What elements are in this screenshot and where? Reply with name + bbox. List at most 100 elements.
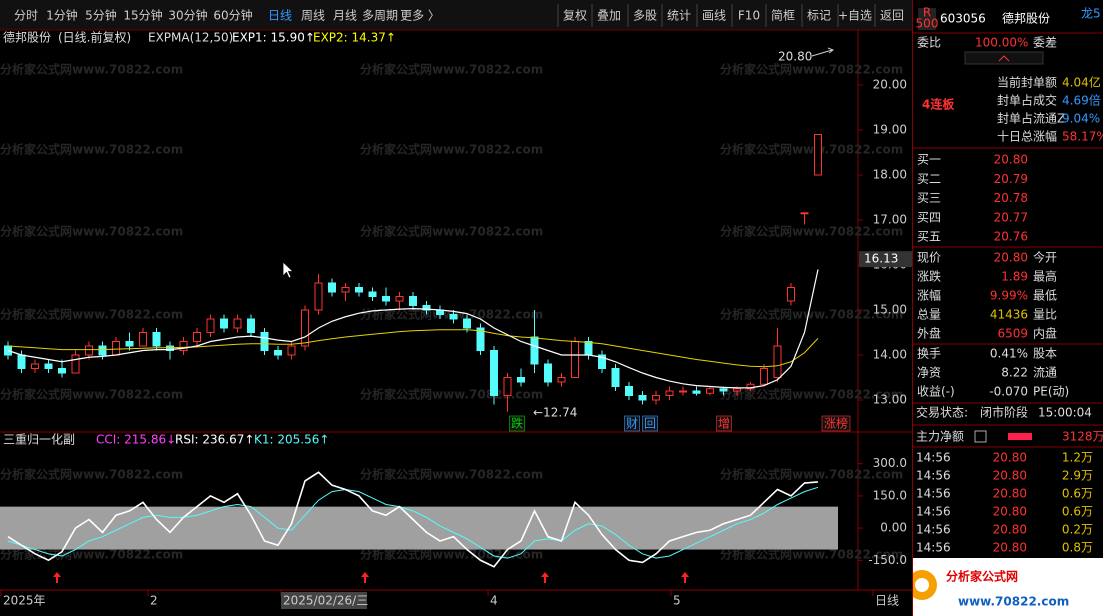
toolbar-button[interactable]: 返回 bbox=[880, 9, 904, 23]
candle-body bbox=[220, 318, 228, 329]
toolbar: 分时 1分钟 5分钟 15分钟 30分钟 60分钟 日线 周线 月线 多周期 更多 〉 复权 叠加 多股统… bbox=[14, 4, 904, 27]
quote-label: 净资 bbox=[917, 366, 941, 380]
candle-body bbox=[638, 395, 647, 401]
watermark: 分析家公式网www.70822.com bbox=[0, 224, 183, 239]
period-tab[interactable]: 15分钟 bbox=[123, 8, 162, 23]
candle-body bbox=[814, 134, 822, 176]
quote-value: -0.070 bbox=[989, 385, 1028, 399]
toolbar-button[interactable]: 画线 bbox=[702, 9, 726, 23]
buy-label: 买四 bbox=[917, 210, 941, 224]
candle-body bbox=[706, 388, 714, 394]
tick-time: 14:56 bbox=[916, 487, 951, 501]
period-tab[interactable]: 1分钟 bbox=[46, 8, 78, 23]
candle-body bbox=[598, 354, 606, 369]
period-tab[interactable]: 30分钟 bbox=[168, 8, 207, 23]
y-tick-label: 13.00 bbox=[873, 393, 907, 407]
toolbar-button[interactable]: 多股 bbox=[633, 9, 657, 23]
period-tab[interactable]: 60分钟 bbox=[213, 8, 252, 23]
watermark: 分析家公式网www.70822.com bbox=[0, 142, 183, 157]
period-tab[interactable]: 5分钟 bbox=[85, 8, 117, 23]
toolbar-button[interactable]: 标记 bbox=[807, 9, 831, 23]
collapse-button[interactable] bbox=[964, 51, 1044, 65]
main-net-bar bbox=[1008, 433, 1032, 440]
candle-body bbox=[517, 377, 525, 383]
candle-body bbox=[490, 350, 498, 396]
candle-body bbox=[679, 390, 687, 393]
main-net: 3128万 bbox=[1062, 430, 1103, 444]
watermark: 分析家公式网www.70822.com bbox=[360, 467, 543, 482]
candle-body bbox=[287, 345, 296, 356]
cursor-price: 16.13 bbox=[864, 252, 898, 266]
quote-label: 外盘 bbox=[917, 326, 941, 341]
period-tab[interactable]: 多周期 bbox=[362, 9, 398, 23]
chart-mode: (日线.前复权) bbox=[58, 30, 131, 45]
tick-price: 20.80 bbox=[993, 487, 1027, 501]
tick-time: 14:56 bbox=[916, 505, 951, 519]
rank: 龙5 bbox=[1081, 7, 1101, 21]
watermark: 分析家公式网www.70822.com bbox=[0, 467, 183, 482]
quote-label: 股本 bbox=[1033, 347, 1057, 361]
period-tab[interactable]: 周线 bbox=[301, 9, 325, 23]
quote-label: 涨跌 bbox=[917, 269, 941, 284]
status-time: 15:00:04 bbox=[1038, 406, 1092, 420]
candle-body bbox=[733, 388, 741, 392]
buy-price: 20.79 bbox=[994, 172, 1028, 186]
toolbar-button[interactable]: 叠加 bbox=[597, 9, 621, 23]
toolbar-button[interactable]: 统计 bbox=[667, 9, 691, 23]
cyan-line bbox=[7, 486, 819, 559]
toolbar-button[interactable]: F10 bbox=[738, 9, 760, 23]
weibi: 100.00% bbox=[975, 36, 1028, 50]
badge: 500 bbox=[916, 17, 939, 31]
quote-value: 6509 bbox=[997, 327, 1028, 341]
status: 闭市阶段 bbox=[980, 405, 1028, 420]
date-label: 2 bbox=[150, 594, 158, 608]
streak: 4连板 bbox=[922, 97, 955, 112]
signal-arrows bbox=[53, 572, 689, 583]
period-tab[interactable]: 月线 bbox=[333, 9, 357, 23]
quote-label: 流通 bbox=[1033, 366, 1057, 380]
watermark: 分析家公式网www.70822.com bbox=[360, 387, 543, 402]
watermark: 分析家公式网www.70822.com bbox=[720, 142, 903, 157]
toolbar-bg bbox=[0, 0, 912, 30]
candle-body bbox=[31, 363, 39, 369]
candle-body bbox=[112, 341, 120, 356]
tick-price: 20.80 bbox=[993, 523, 1027, 537]
toolbar-button[interactable]: 简框 bbox=[771, 9, 795, 23]
stock-code: 603056 bbox=[940, 12, 986, 26]
watermark: 分析家公式网www.70822.com bbox=[720, 224, 903, 239]
seal-label: 封单占成交 bbox=[997, 93, 1057, 108]
period-tab[interactable]: 更多 〉 bbox=[400, 9, 440, 23]
candle-body bbox=[274, 350, 282, 356]
candle-body bbox=[530, 336, 539, 365]
badge: R bbox=[923, 6, 931, 20]
candle-body bbox=[773, 345, 782, 378]
period-tab[interactable]: 日线 bbox=[268, 9, 292, 23]
main-net-icon[interactable] bbox=[974, 430, 987, 443]
buy-price: 20.80 bbox=[994, 153, 1028, 167]
exp2-label: EXP2: 14.37↑ bbox=[313, 31, 396, 45]
watermark: 分析家公式网www.70822.com bbox=[0, 62, 183, 77]
quote-label: PE(动) bbox=[1033, 385, 1069, 399]
toolbar-button[interactable]: 复权 bbox=[563, 9, 587, 23]
quote-value: 9.99% bbox=[990, 289, 1028, 303]
event-label: 增 bbox=[718, 417, 730, 431]
candle-body bbox=[247, 318, 255, 333]
candle-body bbox=[800, 212, 809, 215]
event-label: 财 bbox=[626, 417, 638, 431]
weicha-label: 委差 bbox=[1033, 36, 1057, 50]
y-tick-label: 0.00 bbox=[880, 521, 907, 535]
quote-label: 最低 bbox=[1033, 289, 1057, 303]
candle-body bbox=[719, 388, 728, 392]
period-tab[interactable]: 分时 bbox=[14, 9, 38, 23]
tick-price: 20.80 bbox=[993, 469, 1027, 483]
candle-body bbox=[544, 363, 552, 383]
signal-arrow bbox=[53, 572, 61, 583]
toolbar-button[interactable]: +自选 bbox=[838, 9, 872, 23]
y-tick-label: 14.00 bbox=[873, 348, 907, 362]
seal-value: 4.04亿 bbox=[1062, 75, 1101, 90]
mouse-cursor bbox=[282, 261, 295, 279]
buy-price: 20.78 bbox=[994, 191, 1028, 205]
